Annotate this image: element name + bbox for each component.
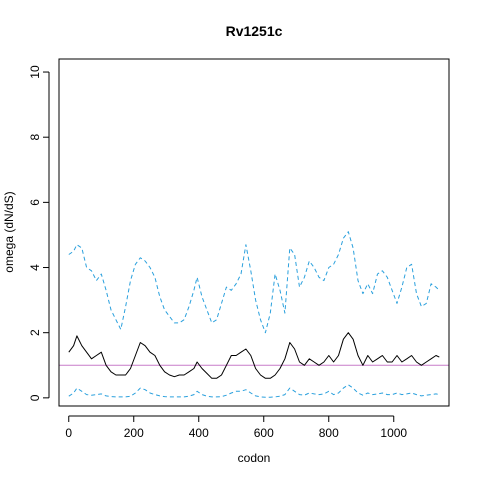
x-tick-label: 1000 — [380, 426, 407, 440]
series-line-2 — [68, 332, 440, 379]
x-tick-label: 0 — [65, 426, 72, 440]
y-tick-label: 4 — [28, 264, 42, 271]
axes: 0 200 400 600 800 1000 0 2 4 6 8 10 — [28, 65, 407, 440]
y-tick-label: 0 — [28, 394, 42, 401]
plot-frame — [58, 58, 450, 407]
x-axis-label: codon — [238, 451, 271, 465]
y-tick-label: 10 — [28, 65, 42, 79]
chart-title: Rv1251c — [226, 23, 283, 39]
x-tick-label: 400 — [189, 426, 209, 440]
y-tick-label: 2 — [28, 329, 42, 336]
x-tick-label: 600 — [254, 426, 274, 440]
series-group — [68, 231, 440, 398]
x-tick-label: 200 — [124, 426, 144, 440]
y-axis-label: omega (dN/dS) — [2, 191, 16, 272]
y-tick-label: 8 — [28, 134, 42, 141]
x-tick-label: 800 — [319, 426, 339, 440]
series-line-1 — [68, 231, 440, 334]
y-tick-label: 6 — [28, 199, 42, 206]
